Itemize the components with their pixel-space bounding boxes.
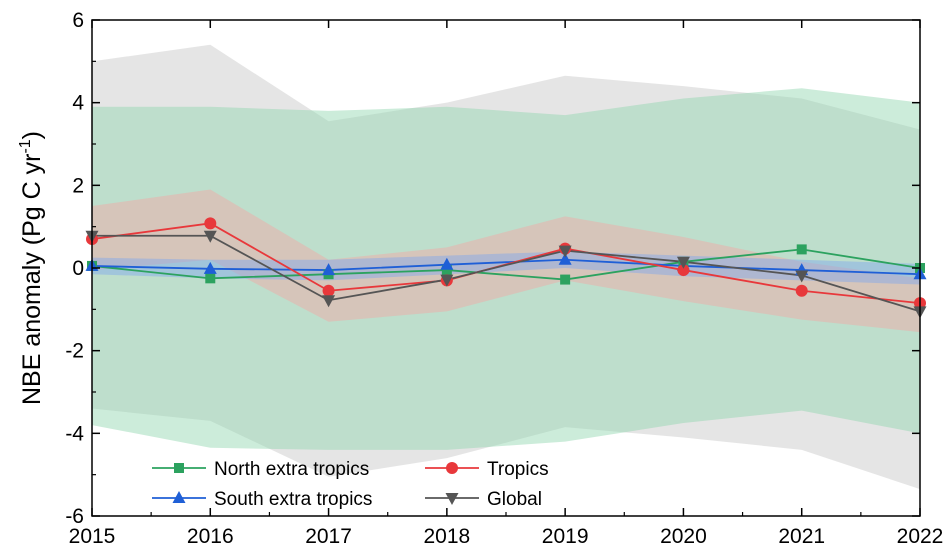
point-south-extra-tropics: [322, 263, 336, 276]
legend-label: North extra tropics: [214, 459, 369, 480]
y-axis-label: NBE anomaly (Pg C yr-1): [17, 131, 46, 405]
point-south-extra-tropics: [440, 257, 454, 270]
y-tick-label: 4: [72, 92, 84, 115]
point-north-extra-tropics: [796, 244, 807, 255]
legend-marker: [445, 493, 459, 505]
x-tick-label: 2022: [897, 525, 944, 548]
band-south-extra-tropics: [92, 251, 920, 285]
legend-marker: [172, 491, 186, 503]
point-north-extra-tropics: [560, 274, 571, 285]
point-north-extra-tropics: [441, 265, 452, 276]
line-global: [92, 234, 921, 313]
point-tropics: [322, 284, 335, 297]
legend-label: Tropics: [487, 459, 549, 480]
y-tick-label: 6: [72, 9, 84, 32]
point-global: [322, 295, 336, 308]
y-axis-label-superscript: -1: [17, 139, 34, 153]
x-tick-label: 2015: [69, 525, 116, 548]
x-tick-label: 2018: [423, 525, 470, 548]
band-global: [92, 44, 920, 490]
y-axis-label-main: NBE anomaly (Pg C yr: [18, 154, 46, 405]
point-global: [558, 245, 572, 258]
line-south-extra-tropics: [91, 258, 921, 276]
band-tropics: [92, 189, 920, 333]
legend-marker: [446, 462, 458, 474]
legend: North extra tropics Tropics South extra tr…: [152, 459, 549, 510]
series-lines: [91, 222, 921, 313]
point-tropics: [795, 284, 808, 297]
legend-marker: [174, 463, 184, 473]
x-tick-label: 2016: [187, 525, 234, 548]
point-global: [795, 270, 809, 283]
y-tick-label: -4: [65, 422, 84, 445]
point-global: [203, 230, 217, 243]
band-north-extra-tropics: [92, 88, 920, 450]
point-global: [440, 274, 454, 287]
y-tick-label: 0: [72, 257, 84, 280]
legend-label: South extra tropics: [214, 489, 372, 510]
point-global: [676, 256, 690, 269]
legend-item-north-extra-tropics: North extra tropics: [152, 459, 369, 480]
point-north-extra-tropics: [205, 273, 216, 284]
point-south-extra-tropics: [203, 261, 217, 274]
uncertainty-bands: [92, 44, 920, 490]
x-tick-label: 2020: [660, 525, 707, 548]
axis-ticks: -6 -4 -2 0 2 4 6 2015 2016 2017 2018 2019 2020 2021 20…: [65, 9, 943, 548]
point-south-extra-tropics: [558, 252, 572, 265]
point-tropics: [204, 217, 217, 230]
legend-item-south-extra-tropics: South extra tropics: [152, 489, 372, 510]
x-tick-label: 2019: [542, 525, 589, 548]
y-tick-label: -2: [65, 340, 84, 363]
y-tick-label: -6: [65, 505, 84, 528]
legend-label: Global: [487, 489, 542, 510]
legend-item-global: Global: [425, 489, 542, 510]
legend-item-tropics: Tropics: [425, 459, 549, 480]
x-tick-label: 2017: [305, 525, 352, 548]
y-axis-label-close: ): [18, 131, 46, 139]
y-tick-label: 2: [72, 174, 84, 197]
x-tick-label: 2021: [778, 525, 825, 548]
point-tropics: [677, 264, 690, 277]
line-north-extra-tropics: [91, 248, 921, 281]
